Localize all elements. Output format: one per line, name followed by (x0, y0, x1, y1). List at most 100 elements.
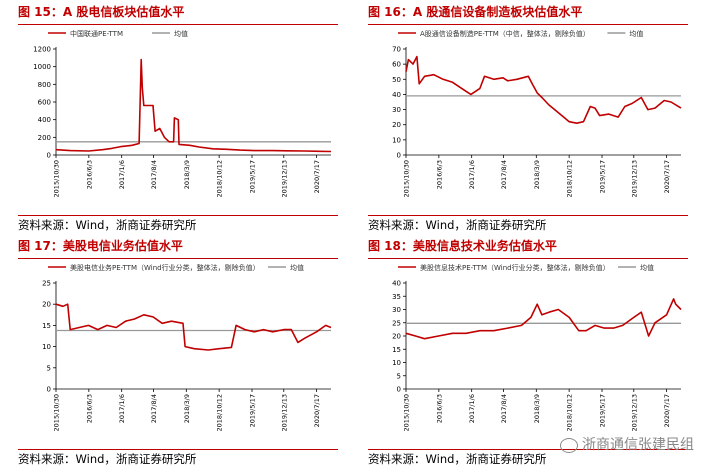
x-tick-label: 2017/1/6 (118, 394, 126, 423)
y-tick-label: 15 (392, 346, 401, 354)
y-tick-label: 800 (38, 81, 51, 89)
series-line (405, 55, 682, 124)
legend-item: 美股信息技术PE-TTM（Wind行业分类，整体法，剔除负值） (398, 263, 610, 272)
y-tick-label: 60 (392, 61, 401, 69)
chart-panel-17: 图 17：美股电信业务估值水平 美股电信业务PE-TTM（Wind行业分类，整体… (18, 236, 338, 468)
y-tick-label: 70 (392, 46, 401, 54)
watermark: 浙商通信张建民组 (560, 434, 694, 454)
legend-item: 中国联通PE-TTM (48, 29, 123, 38)
x-tick-label: 2018/10/12 (216, 160, 224, 197)
x-tick-label: 2017/1/6 (118, 160, 126, 189)
x-tick-label: 2019/5/17 (248, 160, 256, 193)
watermark-text: 浙商通信张建民组 (582, 437, 694, 453)
x-tick-label: 2019/12/13 (280, 394, 288, 431)
y-tick-label: 20 (392, 333, 401, 341)
x-tick-label: 2019/12/13 (630, 160, 638, 197)
x-tick-label: 2020/7/17 (313, 160, 321, 193)
chart-svg: 美股电信业务PE-TTM（Wind行业分类，整体法，剔除负值） 均值 0 5 10 15 2… (42, 263, 332, 431)
x-tick-label: 2018/3/9 (183, 160, 191, 189)
legend-label: 美股电信业务PE-TTM（Wind行业分类，整体法，剔除负值） (70, 263, 260, 272)
x-tick-label: 2020/7/17 (663, 160, 671, 193)
legend-item: 均值 (152, 29, 188, 38)
x-tick-label: 2016/6/3 (435, 160, 443, 189)
y-tick-label: 0 (47, 152, 51, 160)
x-tick-label: 2016/6/3 (435, 394, 443, 423)
title-underline (18, 258, 338, 259)
chart-svg: 美股信息技术PE-TTM（Wind行业分类，整体法，剔除负值） 均值 0 5 10 15 2… (392, 263, 682, 431)
y-tick-label: 10 (42, 343, 51, 351)
x-tick-label: 2018/3/9 (533, 394, 541, 423)
series-line (55, 58, 332, 153)
x-tick-label: 2017/8/4 (150, 394, 158, 423)
legend-label: 美股信息技术PE-TTM（Wind行业分类，整体法，剔除负值） (420, 263, 610, 272)
y-tick-label: 10 (392, 136, 401, 144)
y-tick-label: 10 (392, 359, 401, 367)
y-tick-label: 0 (397, 152, 401, 160)
chart-panel-18: 图 18：美股信息技术业务估值水平 美股信息技术PE-TTM（Wind行业分类，… (368, 236, 688, 468)
source-divider (368, 449, 688, 450)
x-tick-label: 2018/10/12 (566, 394, 574, 431)
x-tick-label: 2019/12/13 (630, 394, 638, 431)
chart-svg: A股通信设备制造PE-TTM（中信，整体法，剔除负值） 均值 0 10 20 30 40 50… (392, 29, 682, 197)
y-tick-label: 1000 (33, 63, 51, 71)
chart-panel-15: 图 15：A 股电信板块估值水平 中国联通PE-TTM 均值 0 200 400 600 8… (18, 2, 338, 234)
chart-source: 资料来源：Wind，浙商证券研究所 (368, 218, 547, 232)
x-tick-label: 2017/1/6 (468, 160, 476, 189)
series-line (55, 303, 332, 351)
chart-panel-16: 图 16：A 股通信设备制造板块估值水平 A股通信设备制造PE-TTM（中信，整… (368, 2, 688, 234)
source-divider (18, 449, 338, 450)
y-tick-label: 35 (392, 293, 401, 301)
title-underline (368, 258, 688, 259)
y-tick-label: 15 (42, 322, 51, 330)
y-tick-label: 400 (38, 116, 51, 124)
legend-item: 均值 (618, 263, 654, 272)
x-tick-label: 2015/10/30 (403, 160, 411, 197)
y-tick-label: 20 (392, 121, 401, 129)
legend-label: 中国联通PE-TTM (70, 29, 123, 38)
x-tick-label: 2018/3/9 (533, 160, 541, 189)
legend-item: 均值 (268, 263, 304, 272)
y-tick-label: 30 (392, 106, 401, 114)
x-tick-label: 2017/8/4 (150, 160, 158, 189)
wechat-icon (560, 437, 578, 453)
x-tick-label: 2015/10/30 (53, 394, 61, 431)
y-tick-label: 0 (397, 386, 401, 394)
y-tick-label: 200 (38, 134, 51, 142)
x-tick-label: 2017/1/6 (468, 394, 476, 423)
y-tick-label: 5 (47, 364, 51, 372)
x-tick-label: 2019/5/17 (248, 394, 256, 427)
x-tick-label: 2018/10/12 (216, 394, 224, 431)
legend-label: 均值 (629, 29, 643, 38)
x-tick-label: 2019/5/17 (598, 394, 606, 427)
series-line (405, 298, 682, 340)
y-tick-label: 25 (392, 319, 401, 327)
y-tick-label: 20 (42, 301, 51, 309)
x-tick-label: 2020/7/17 (313, 394, 321, 427)
y-tick-label: 25 (42, 280, 51, 288)
legend-label: 均值 (174, 29, 188, 38)
x-tick-label: 2017/8/4 (500, 160, 508, 189)
source-divider (368, 215, 688, 216)
y-tick-label: 30 (392, 306, 401, 314)
chart-source: 资料来源：Wind，浙商证券研究所 (18, 218, 197, 232)
y-tick-label: 40 (392, 280, 401, 288)
y-tick-label: 0 (47, 386, 51, 394)
x-tick-label: 2016/6/3 (85, 160, 93, 189)
chart-title: 图 17：美股电信业务估值水平 (18, 239, 183, 253)
x-tick-label: 2017/8/4 (500, 394, 508, 423)
y-tick-label: 40 (392, 91, 401, 99)
chart-source: 资料来源：Wind，浙商证券研究所 (368, 452, 547, 466)
chart-source: 资料来源：Wind，浙商证券研究所 (18, 452, 197, 466)
x-tick-label: 2016/6/3 (85, 394, 93, 423)
y-tick-label: 5 (397, 372, 401, 380)
x-tick-label: 2019/5/17 (598, 160, 606, 193)
x-tick-label: 2019/12/13 (280, 160, 288, 197)
y-tick-label: 1200 (33, 46, 51, 54)
x-tick-label: 2015/10/30 (403, 394, 411, 431)
y-tick-label: 50 (392, 76, 401, 84)
x-tick-label: 2015/10/30 (53, 160, 61, 197)
legend-label: A股通信设备制造PE-TTM（中信，整体法，剔除负值） (420, 29, 590, 38)
x-tick-label: 2018/10/12 (566, 160, 574, 197)
chart-svg: 中国联通PE-TTM 均值 0 200 400 600 800 1000 1200 2015/10… (33, 29, 332, 197)
y-tick-label: 600 (38, 99, 51, 107)
